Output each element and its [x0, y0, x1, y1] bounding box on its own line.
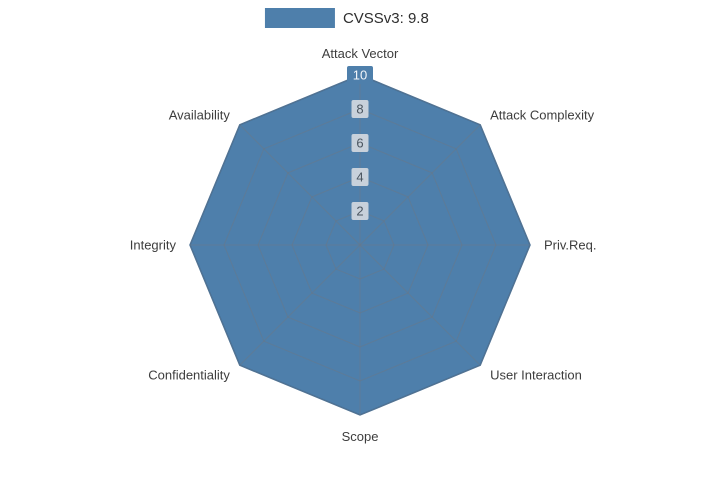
tick-label-bg [351, 100, 369, 118]
axis-label-attack-vector: Attack Vector [322, 46, 399, 61]
axis-label-confidentiality: Confidentiality [148, 368, 230, 383]
tick-label: 10 [353, 68, 367, 83]
axis-label-availability: Availability [169, 107, 231, 122]
axis-label-attack-complexity: Attack Complexity [490, 107, 595, 122]
tick-label-bg [351, 168, 369, 186]
axis-label-scope: Scope [342, 429, 379, 444]
tick-label-bg [351, 202, 369, 220]
tick-label: 4 [356, 170, 363, 185]
axis-label-integrity: Integrity [130, 238, 177, 253]
radar-spoke [239, 244, 361, 366]
axis-label-user-interaction: User Interaction [490, 368, 582, 383]
tick-label: 8 [356, 102, 363, 117]
tick-label-bg [347, 66, 373, 84]
legend[interactable]: CVSSv3: 9.8 [264, 8, 429, 28]
legend-label[interactable]: CVSSv3: 9.8 [342, 9, 429, 27]
tick-label: 2 [356, 204, 363, 219]
tick-label-bg [351, 134, 369, 152]
radar-spoke [239, 124, 361, 246]
radar-spoke [359, 124, 481, 246]
legend-swatch[interactable] [264, 8, 335, 28]
tick-label: 6 [356, 136, 363, 151]
axis-label-priv-req-: Priv.Req. [544, 238, 597, 253]
radar-spoke [359, 244, 481, 366]
